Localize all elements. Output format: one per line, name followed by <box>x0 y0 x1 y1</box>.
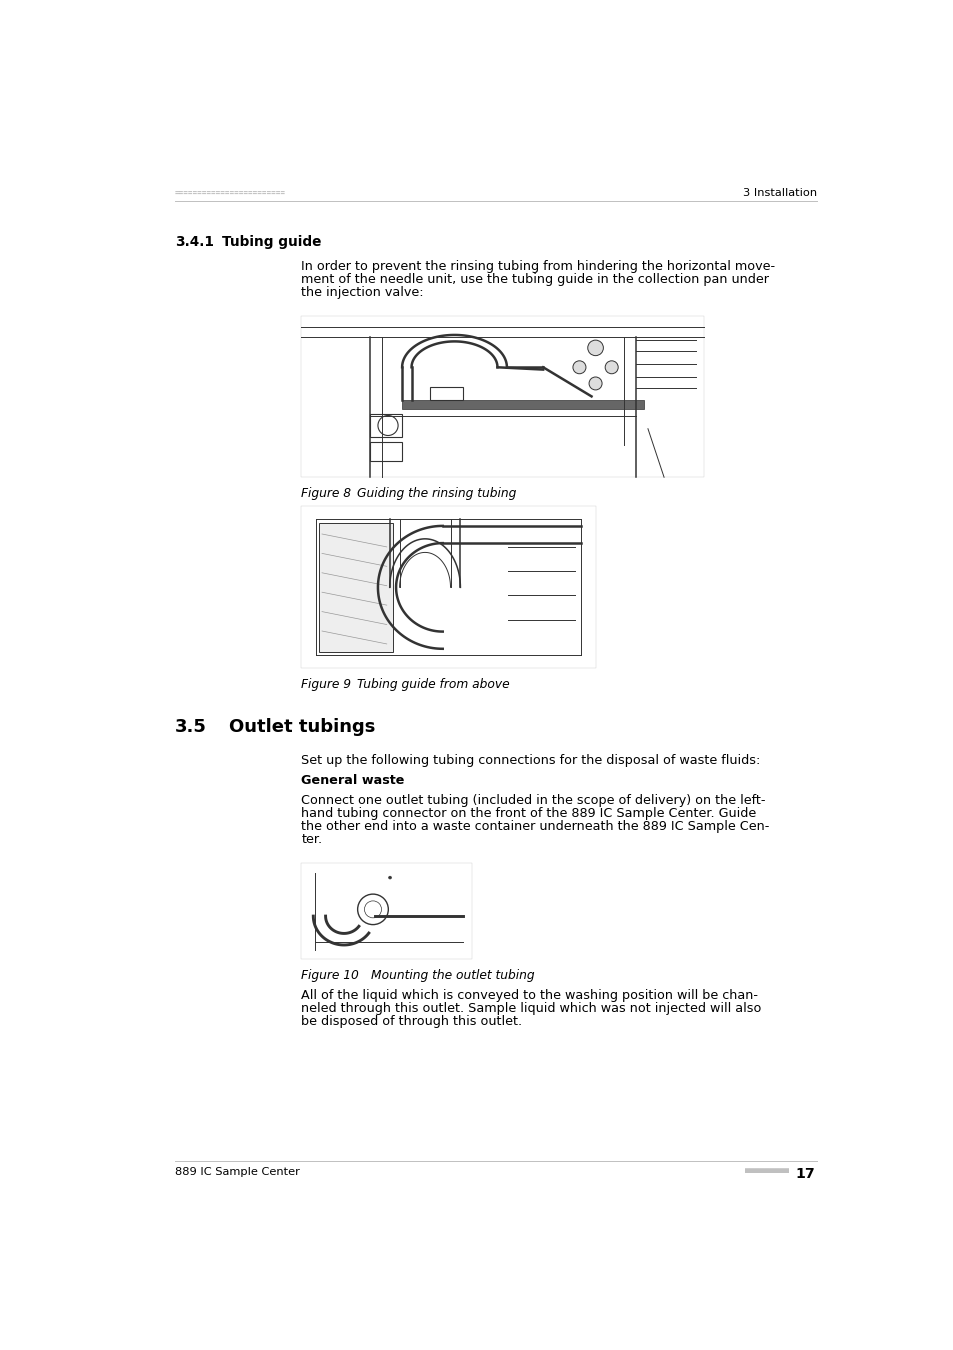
Text: ========================: ======================== <box>174 189 286 198</box>
Text: Mounting the outlet tubing: Mounting the outlet tubing <box>371 969 535 983</box>
Text: Tubing guide from above: Tubing guide from above <box>356 678 509 691</box>
Circle shape <box>604 360 618 374</box>
Text: ■■■■■■■■■: ■■■■■■■■■ <box>744 1166 789 1174</box>
Text: Connect one outlet tubing (included in the scope of delivery) on the left-: Connect one outlet tubing (included in t… <box>301 795 765 807</box>
Text: the other end into a waste container underneath the 889 IC Sample Cen-: the other end into a waste container und… <box>301 821 769 833</box>
Text: 3.4.1: 3.4.1 <box>174 235 213 250</box>
Text: the injection valve:: the injection valve: <box>301 286 423 298</box>
Text: 3 Installation: 3 Installation <box>741 188 816 198</box>
Text: Outlet tubings: Outlet tubings <box>229 718 375 736</box>
Text: neled through this outlet. Sample liquid which was not injected will also: neled through this outlet. Sample liquid… <box>301 1002 760 1015</box>
Text: Figure 9: Figure 9 <box>301 678 351 691</box>
Text: Set up the following tubing connections for the disposal of waste fluids:: Set up the following tubing connections … <box>301 753 760 767</box>
Text: 889 IC Sample Center: 889 IC Sample Center <box>174 1166 299 1177</box>
Circle shape <box>377 416 397 436</box>
Bar <box>301 863 472 960</box>
Text: 17: 17 <box>794 1166 814 1181</box>
Bar <box>370 414 402 437</box>
Text: Figure 8: Figure 8 <box>301 487 351 501</box>
Circle shape <box>388 876 391 879</box>
Circle shape <box>588 377 601 390</box>
Bar <box>370 441 402 462</box>
Bar <box>301 506 596 668</box>
Text: ment of the needle unit, use the tubing guide in the collection pan under: ment of the needle unit, use the tubing … <box>301 273 768 286</box>
Text: Tubing guide: Tubing guide <box>221 235 320 250</box>
Text: All of the liquid which is conveyed to the washing position will be chan-: All of the liquid which is conveyed to t… <box>301 988 758 1002</box>
Bar <box>430 386 462 400</box>
Text: General waste: General waste <box>301 775 404 787</box>
Circle shape <box>587 340 602 355</box>
Text: hand tubing connector on the front of the 889 IC Sample Center. Guide: hand tubing connector on the front of th… <box>301 807 756 821</box>
Text: Figure 10: Figure 10 <box>301 969 358 983</box>
Circle shape <box>357 894 388 925</box>
Text: be disposed of through this outlet.: be disposed of through this outlet. <box>301 1015 522 1027</box>
Text: 3.5: 3.5 <box>174 718 207 736</box>
Text: In order to prevent the rinsing tubing from hindering the horizontal move-: In order to prevent the rinsing tubing f… <box>301 259 775 273</box>
Bar <box>318 522 393 652</box>
Bar <box>301 316 703 478</box>
Circle shape <box>573 360 585 374</box>
Text: Guiding the rinsing tubing: Guiding the rinsing tubing <box>356 487 516 501</box>
Circle shape <box>364 900 381 918</box>
Bar <box>402 400 643 409</box>
Text: ter.: ter. <box>301 833 322 846</box>
